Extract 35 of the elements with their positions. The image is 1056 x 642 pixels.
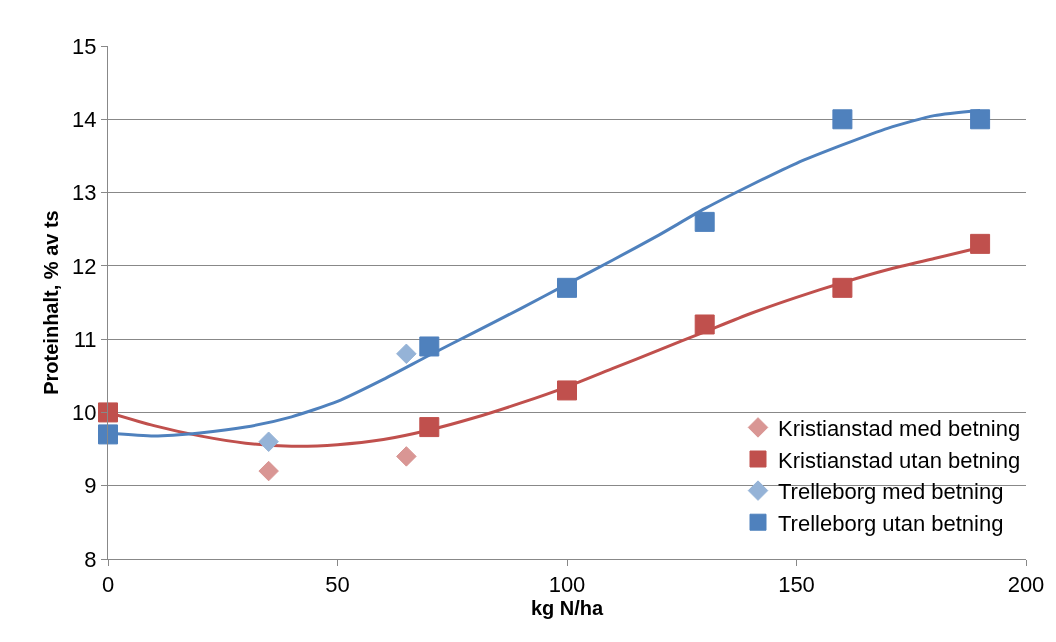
legend-label: Kristianstad med betning [778,415,1021,441]
x-tick-label: 100 [548,572,586,598]
point [832,277,853,298]
legend-label: Kristianstad utan betning [778,447,1021,473]
point [557,380,577,401]
y-tick-label: 13 [72,180,97,206]
x-tick-label: 50 [325,572,350,598]
x-tick-label: 200 [1007,572,1045,598]
point [258,431,279,452]
legend-label: Trelleborg med betning [778,479,1004,505]
point [419,336,440,357]
x-axis-title: kg N/ha [530,597,604,620]
y-tick-label: 8 [84,546,97,572]
y-tick-label: 12 [72,253,97,279]
point [98,402,118,423]
y-tick-label: 15 [72,33,97,59]
point [258,460,279,482]
x-tick-label: 150 [778,572,815,598]
point [832,109,853,130]
point [396,343,417,365]
point [970,233,991,254]
point [98,424,118,445]
y-tick-label: 9 [84,473,97,499]
y-tick-label: 11 [73,326,97,352]
y-tick-label: 14 [72,106,97,132]
y-tick-label: 10 [72,400,97,426]
legend-label: Trelleborg utan betning [778,510,1004,536]
point [419,417,440,438]
point [396,446,417,467]
point [694,314,715,335]
y-axis-title: Proteinhalt, % av ts [40,210,62,395]
point [557,277,577,298]
point [694,211,715,232]
x-tick-label: 0 [101,572,115,598]
point [970,109,991,130]
